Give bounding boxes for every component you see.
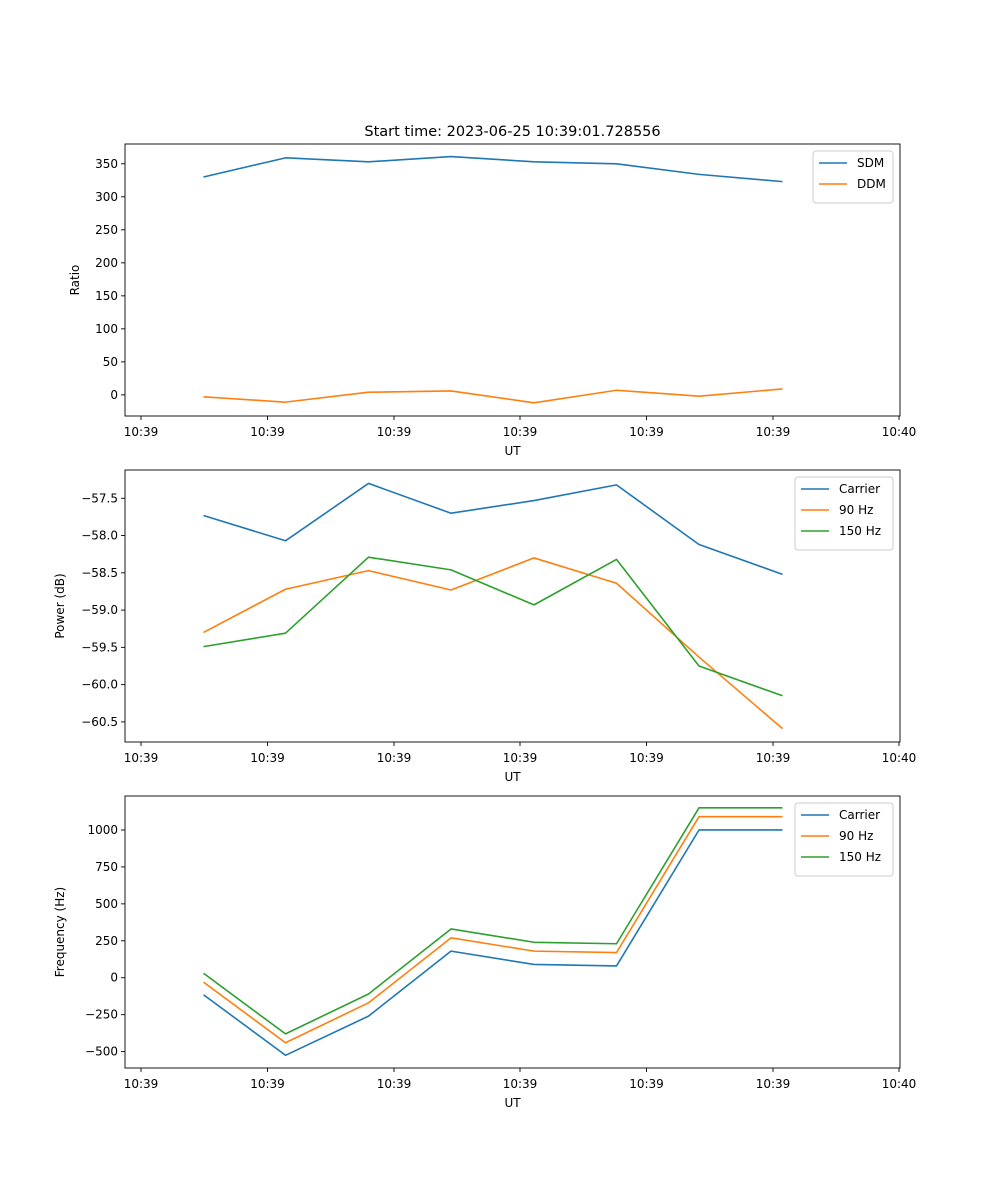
y-tick-label: −58.5 <box>81 566 118 580</box>
series-line-150-hz <box>203 556 783 697</box>
y-tick-label: 250 <box>95 223 118 237</box>
x-tick-label: 10:40 <box>882 1077 917 1091</box>
x-tick-label: 10:39 <box>250 425 285 439</box>
y-tick-label: 150 <box>95 289 118 303</box>
y-tick-label: 250 <box>95 934 118 948</box>
axes-frame <box>124 143 901 417</box>
legend-label: SDM <box>857 156 884 170</box>
y-tick-label: 300 <box>95 190 118 204</box>
x-tick-label: 10:39 <box>124 751 159 765</box>
legend: Carrier 90 Hz 150 Hz <box>794 476 894 551</box>
y-tick-label: 200 <box>95 256 118 270</box>
x-tick-label: 10:39 <box>629 751 664 765</box>
x-tick-label: 10:39 <box>250 1077 285 1091</box>
legend-label: 90 Hz <box>839 503 873 517</box>
y-axis-label: Frequency (Hz) <box>53 887 67 978</box>
series-line-ddm <box>203 388 783 404</box>
legend-label: 150 Hz <box>839 524 881 538</box>
x-axis-label: UT <box>504 444 521 458</box>
y-tick-label: 50 <box>103 355 118 369</box>
y-tick-label: −57.5 <box>81 491 118 505</box>
y-tick-label: −60.0 <box>81 678 118 692</box>
panel-3: 10:39 10:39 10:39 10:39 10:39 10:39 10:40 −500 −… <box>53 795 917 1110</box>
figure-title: Start time: 2023-06-25 10:39:01.728556 <box>364 124 660 140</box>
legend-label: Carrier <box>839 808 880 822</box>
series-line-90-hz <box>203 815 783 1044</box>
y-tick-label: 350 <box>95 157 118 171</box>
x-tick-label: 10:39 <box>756 751 791 765</box>
x-tick-label: 10:39 <box>124 425 159 439</box>
series-line-sdm <box>203 155 783 183</box>
x-tick-label: 10:39 <box>377 751 412 765</box>
y-tick-label: −58.0 <box>81 529 118 543</box>
y-tick-label: −250 <box>85 1008 118 1022</box>
legend-box <box>812 150 894 204</box>
legend-label: Carrier <box>839 482 880 496</box>
x-axis-label: UT <box>504 1096 521 1110</box>
legend-label: 90 Hz <box>839 829 873 843</box>
legend-label: DDM <box>857 177 886 191</box>
y-tick-label: 1000 <box>87 823 118 837</box>
panel-2: 10:39 10:39 10:39 10:39 10:39 10:39 10:40 −60.5… <box>53 469 917 784</box>
y-axis-label: Ratio <box>68 265 82 296</box>
x-tick-label: 10:40 <box>882 425 917 439</box>
x-tick-label: 10:39 <box>250 751 285 765</box>
panels: 10:39 10:39 10:39 10:39 10:39 10:39 10:40 0 50 10… <box>53 143 917 1110</box>
series-line-carrier <box>203 482 783 576</box>
y-tick-label: 0 <box>110 388 118 402</box>
x-tick-label: 10:39 <box>377 425 412 439</box>
y-tick-label: −60.5 <box>81 715 118 729</box>
x-tick-label: 10:39 <box>756 425 791 439</box>
x-axis-label: UT <box>504 770 521 784</box>
x-tick-label: 10:39 <box>503 751 538 765</box>
y-tick-label: −500 <box>85 1045 118 1059</box>
axes-frame <box>124 795 901 1069</box>
x-tick-label: 10:40 <box>882 751 917 765</box>
legend-label: 150 Hz <box>839 850 881 864</box>
y-tick-label: 0 <box>110 971 118 985</box>
x-tick-label: 10:39 <box>629 425 664 439</box>
series-line-90-hz <box>203 557 784 730</box>
legend: SDM DDM <box>812 150 894 204</box>
panel-1: 10:39 10:39 10:39 10:39 10:39 10:39 10:40 0 50 10… <box>68 143 917 458</box>
x-tick-label: 10:39 <box>756 1077 791 1091</box>
y-tick-label: −59.5 <box>81 640 118 654</box>
y-tick-label: −59.0 <box>81 603 118 617</box>
x-tick-label: 10:39 <box>629 1077 664 1091</box>
y-axis-label: Power (dB) <box>53 573 67 638</box>
x-tick-label: 10:39 <box>503 1077 538 1091</box>
y-tick-label: 100 <box>95 322 118 336</box>
axes-frame <box>124 469 901 743</box>
series-line-150-hz <box>203 807 783 1035</box>
legend: Carrier 90 Hz 150 Hz <box>794 802 894 877</box>
x-tick-label: 10:39 <box>124 1077 159 1091</box>
x-tick-label: 10:39 <box>377 1077 412 1091</box>
x-tick-label: 10:39 <box>503 425 538 439</box>
y-tick-label: 500 <box>95 897 118 911</box>
y-tick-label: 750 <box>95 860 118 874</box>
series-line-carrier <box>203 829 783 1057</box>
